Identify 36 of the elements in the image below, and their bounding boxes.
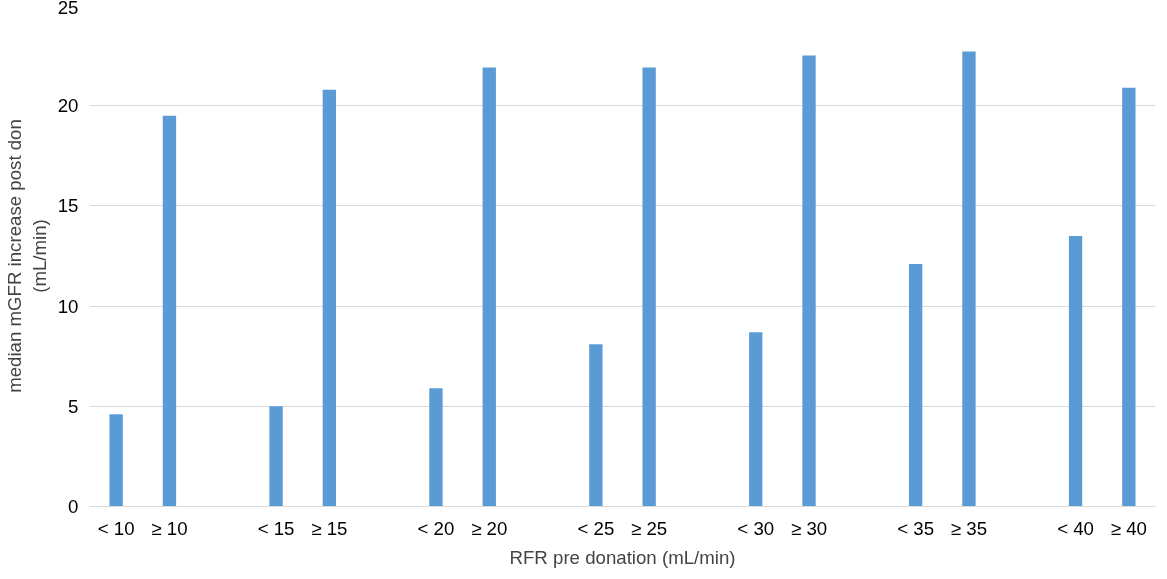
bar: [322, 89, 337, 507]
bar: [1122, 87, 1136, 507]
y-axis-title: median mGFR increase post don (mL/min): [3, 119, 50, 393]
x-tick-label: ≥ 20: [471, 517, 508, 539]
bar: [642, 67, 656, 507]
bar: [749, 332, 763, 507]
x-tick-label: < 25: [577, 517, 615, 539]
y-tick-label: 15: [57, 195, 79, 217]
bar: [802, 55, 816, 507]
y-tick-label: 5: [68, 395, 79, 417]
x-tick-label: ≥ 10: [151, 517, 188, 539]
bar: [482, 67, 496, 507]
y-tick-label: 10: [57, 295, 79, 317]
y-tick-label: 0: [68, 496, 79, 517]
y-tick-label: 20: [57, 95, 79, 117]
x-tick-label: ≥ 30: [790, 517, 828, 539]
x-axis-title: RFR pre donation (mL/min): [509, 546, 736, 568]
x-tick-label: < 20: [417, 517, 455, 539]
bar: [269, 406, 283, 507]
bar: [589, 344, 603, 507]
bar: [162, 115, 177, 507]
x-tick-label: ≥ 40: [1110, 517, 1147, 539]
bar: [429, 388, 443, 507]
bar: [109, 414, 123, 507]
x-tick-label: < 35: [897, 517, 935, 539]
bar: [962, 51, 976, 507]
bar: [908, 264, 923, 507]
x-tick-label: < 15: [257, 517, 295, 539]
x-tick-label: < 40: [1057, 517, 1094, 539]
y-tick-label: 25: [57, 0, 79, 18]
x-tick-label: ≥ 15: [311, 517, 348, 539]
x-tick-label: < 30: [737, 517, 775, 539]
x-tick-label: < 10: [97, 517, 135, 539]
x-tick-label: ≥ 35: [950, 517, 988, 539]
bar: [1068, 235, 1083, 507]
x-tick-label: ≥ 25: [631, 517, 668, 539]
